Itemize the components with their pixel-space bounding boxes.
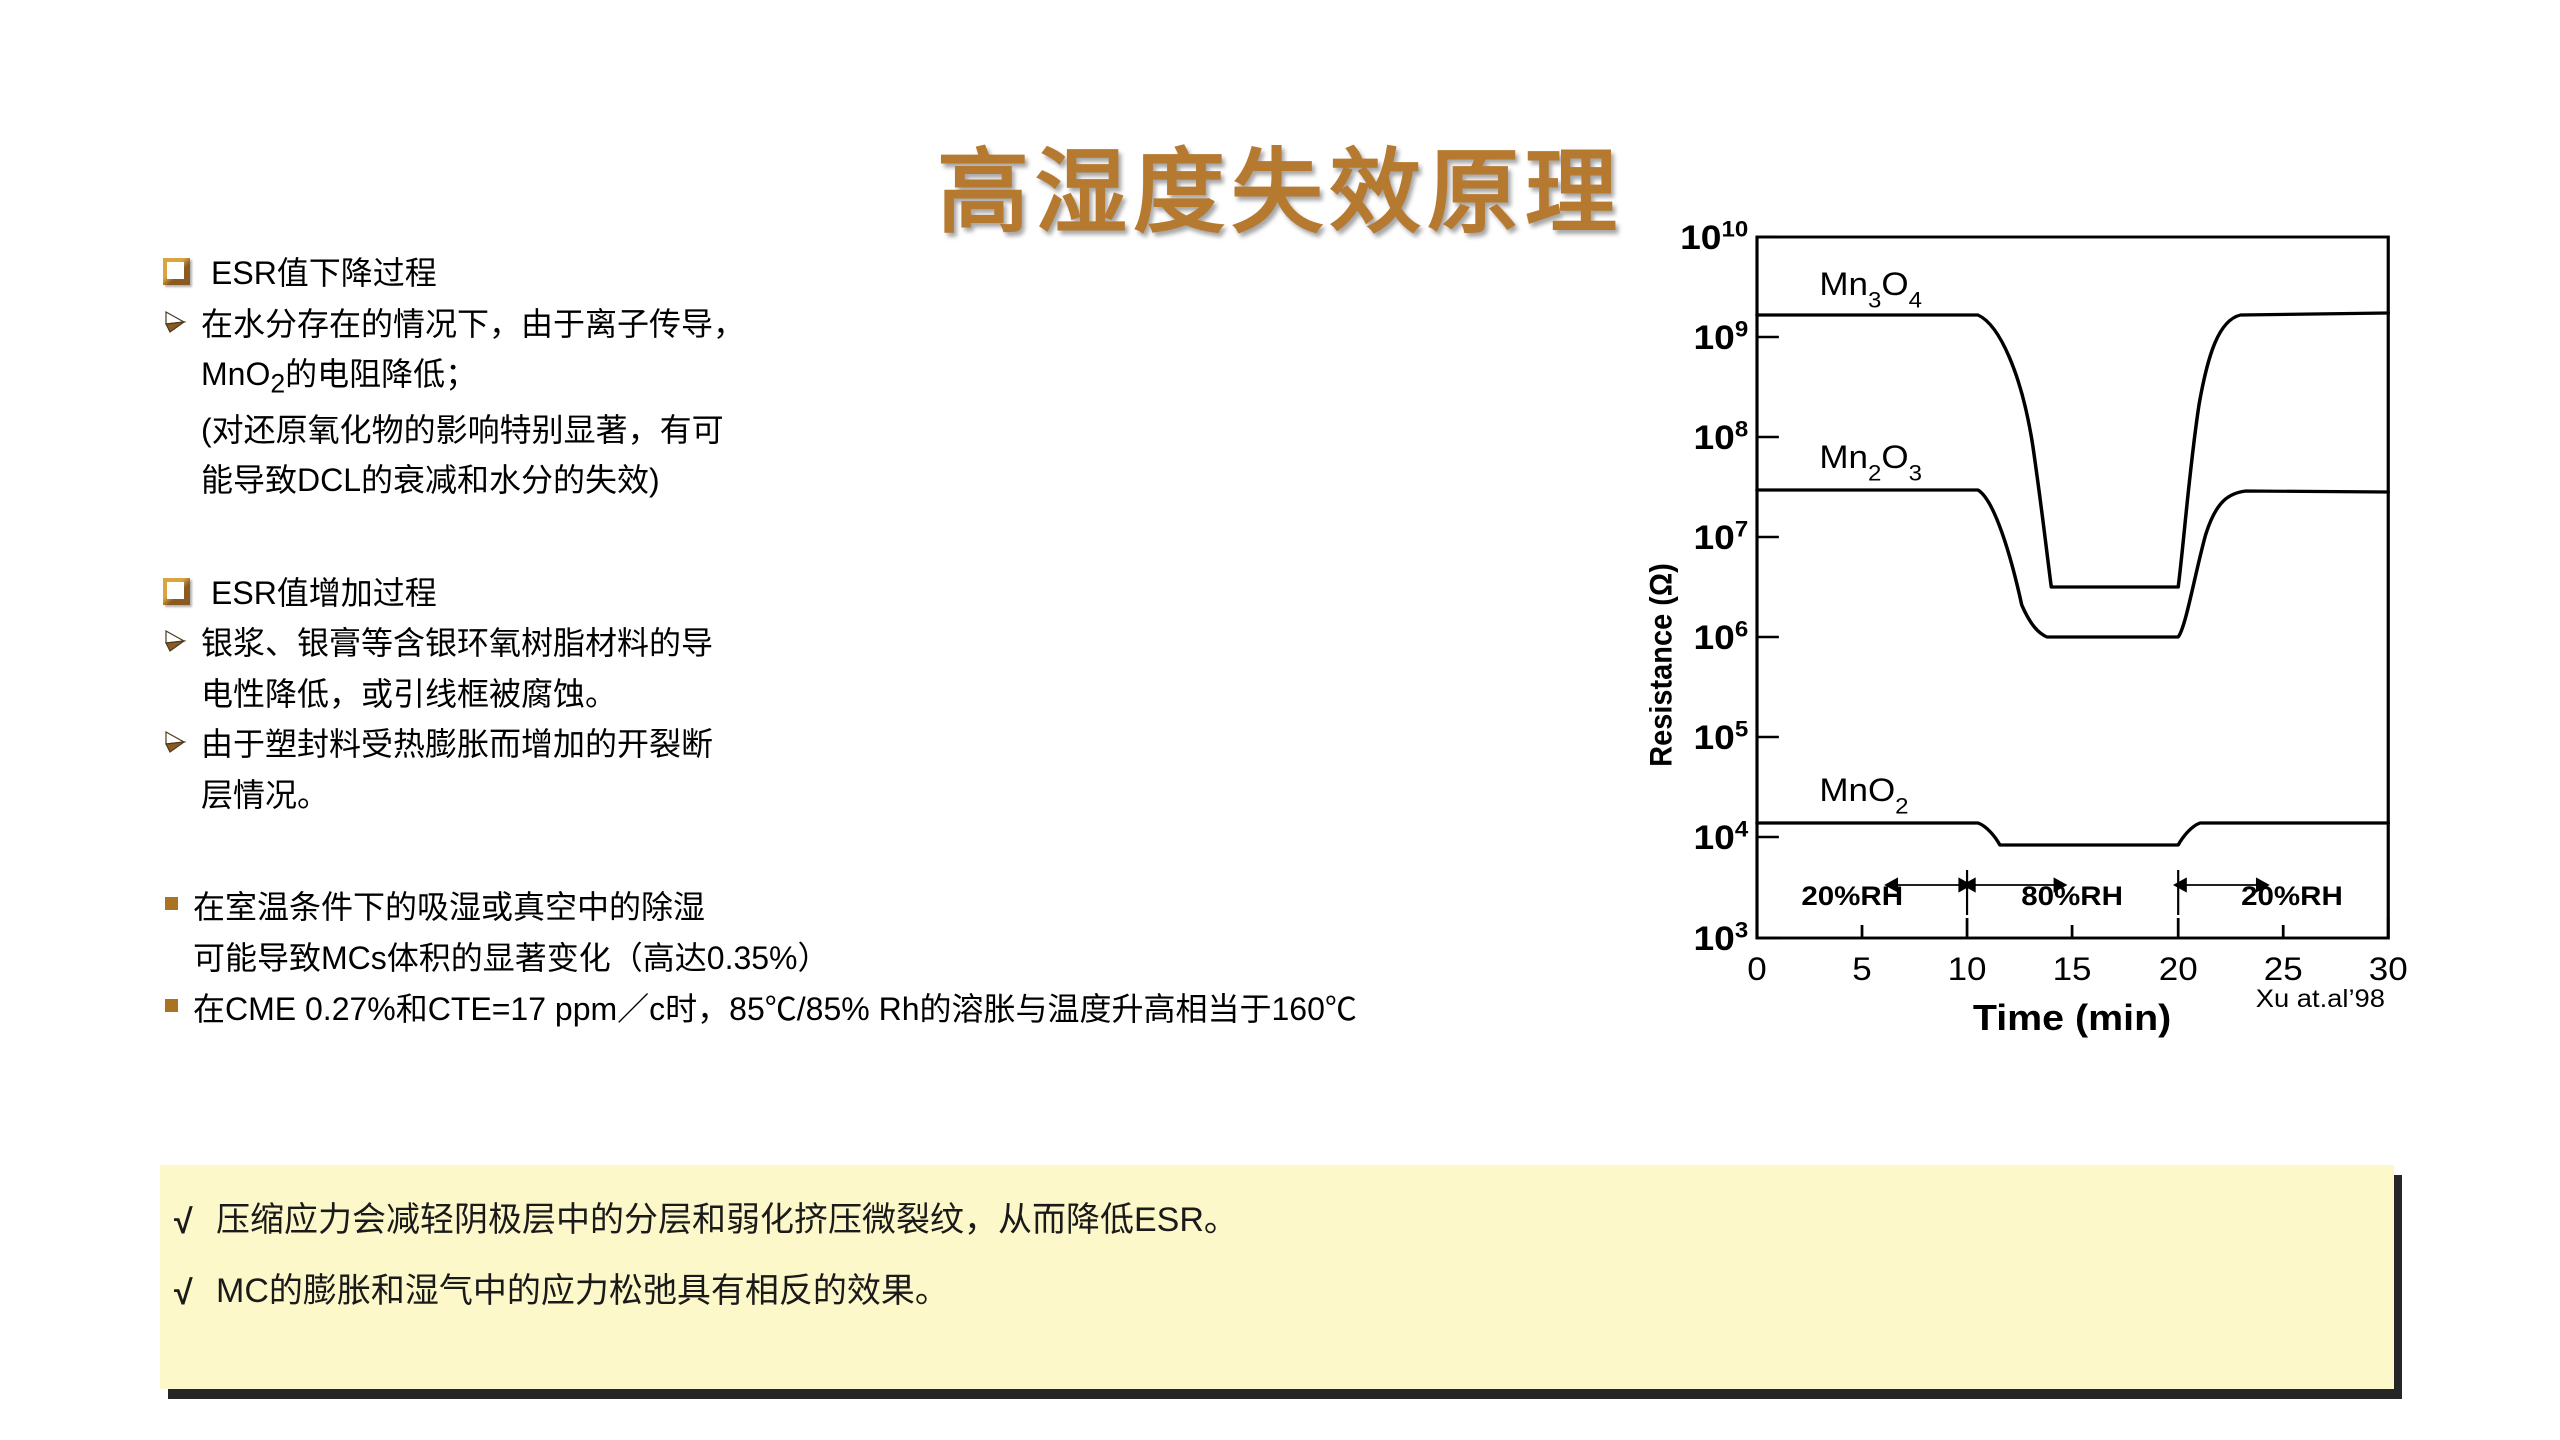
svg-text:Xu at.al’98: Xu at.al’98 [2256, 984, 2385, 1013]
svg-text:107: 107 [1693, 517, 1748, 557]
svg-text:109: 109 [1693, 317, 1748, 357]
svg-text:0: 0 [1747, 952, 1766, 987]
svg-text:103: 103 [1693, 918, 1748, 958]
svg-text:1010: 1010 [1680, 217, 1748, 257]
svg-text:20: 20 [2159, 952, 2198, 987]
svg-text:30: 30 [2369, 952, 2408, 987]
svg-text:Mn2O3: Mn2O3 [1819, 440, 1922, 485]
svg-text:104: 104 [1693, 817, 1748, 857]
svg-text:Time (min): Time (min) [1973, 998, 2171, 1038]
svg-text:105: 105 [1693, 717, 1748, 757]
svg-text:25: 25 [2264, 952, 2303, 987]
svg-text:106: 106 [1693, 617, 1748, 657]
svg-text:Resistance (Ω): Resistance (Ω) [1649, 563, 1679, 767]
svg-text:Mn3O4: Mn3O4 [1819, 267, 1922, 312]
svg-text:108: 108 [1693, 417, 1748, 457]
svg-text:5: 5 [1852, 952, 1871, 987]
svg-text:MnO2: MnO2 [1819, 773, 1908, 818]
svg-text:15: 15 [2053, 952, 2092, 987]
svg-text:10: 10 [1948, 952, 1987, 987]
